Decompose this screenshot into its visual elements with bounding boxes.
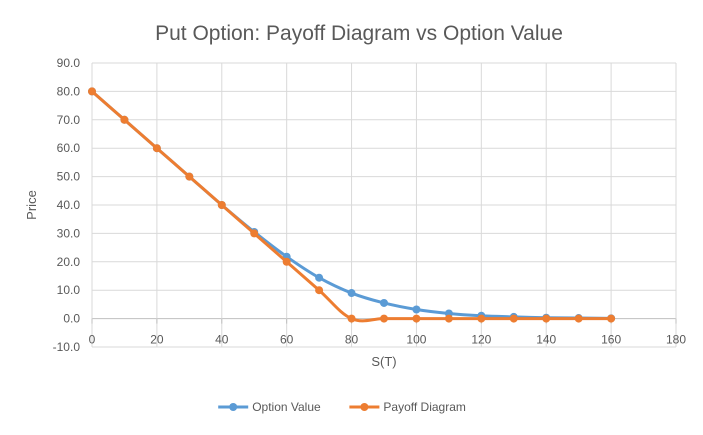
data-point-payoff-diagram [574, 314, 583, 323]
x-axis-ticks: 0 20 40 60 80 100 120 140 160 180 [89, 333, 687, 347]
data-point-payoff-diagram [250, 229, 259, 238]
legend-label: Option Value [252, 400, 321, 414]
data-point-option-value [315, 273, 324, 282]
data-point-payoff-diagram [380, 314, 388, 323]
plot-series [88, 87, 616, 323]
data-point-payoff-diagram [282, 257, 291, 266]
data-point-payoff-diagram [412, 314, 421, 323]
data-point-payoff-diagram [152, 144, 161, 153]
chart-title: Put Option: Payoff Diagram vs Option Val… [155, 22, 563, 45]
data-point-payoff-diagram [509, 314, 518, 323]
y-tick-label: 40.0 [57, 198, 81, 212]
x-tick-label: 160 [601, 333, 621, 347]
data-point-payoff-diagram [542, 314, 551, 323]
legend-item-payoff-diagram: Payoff Diagram [349, 400, 466, 414]
legend-swatch-marker [229, 403, 238, 411]
y-tick-label: -10.0 [53, 340, 81, 354]
gridlines [91, 62, 677, 348]
data-point-option-value [412, 305, 421, 314]
legend-swatch-marker [360, 403, 369, 411]
y-tick-label: 60.0 [57, 141, 81, 155]
x-axis-title: S(T) [371, 354, 396, 369]
data-point-payoff-diagram [88, 87, 96, 96]
y-axis-title: Price [24, 190, 39, 220]
x-tick-label: 80 [345, 333, 359, 347]
y-tick-label: 20.0 [57, 255, 81, 269]
y-axis-ticks: -10.0 0.0 10.0 20.0 30.0 40.0 50.0 60.0 70.0 80.0… [53, 56, 81, 354]
y-tick-label: 80.0 [57, 84, 81, 98]
x-tick-label: 180 [666, 333, 686, 347]
y-tick-label: 90.0 [57, 56, 81, 70]
y-tick-label: 30.0 [57, 226, 81, 240]
data-point-payoff-diagram [477, 314, 486, 323]
y-tick-label: 10.0 [57, 283, 81, 297]
data-point-payoff-diagram [185, 172, 194, 181]
legend-item-option-value: Option Value [218, 400, 321, 414]
legend: Option Value Payoff Diagram [218, 400, 466, 414]
y-tick-label: 0.0 [63, 312, 80, 326]
x-tick-label: 0 [89, 333, 96, 347]
data-point-payoff-diagram [347, 314, 356, 323]
data-point-payoff-diagram [315, 286, 324, 295]
series-payoff-diagram [88, 87, 616, 323]
y-tick-label: 70.0 [57, 113, 81, 127]
data-point-payoff-diagram [120, 115, 129, 124]
data-point-payoff-diagram [217, 201, 226, 209]
data-point-option-value [380, 298, 388, 307]
legend-label: Payoff Diagram [383, 400, 465, 414]
data-point-payoff-diagram [444, 314, 453, 323]
x-tick-label: 120 [471, 333, 491, 347]
y-tick-label: 50.0 [57, 170, 81, 184]
x-tick-label: 20 [150, 333, 164, 347]
data-point-payoff-diagram [607, 314, 616, 323]
x-tick-label: 140 [536, 333, 556, 347]
data-point-option-value [347, 289, 356, 298]
x-tick-label: 100 [406, 333, 426, 347]
x-tick-label: 40 [215, 333, 229, 347]
x-tick-label: 60 [280, 333, 294, 347]
